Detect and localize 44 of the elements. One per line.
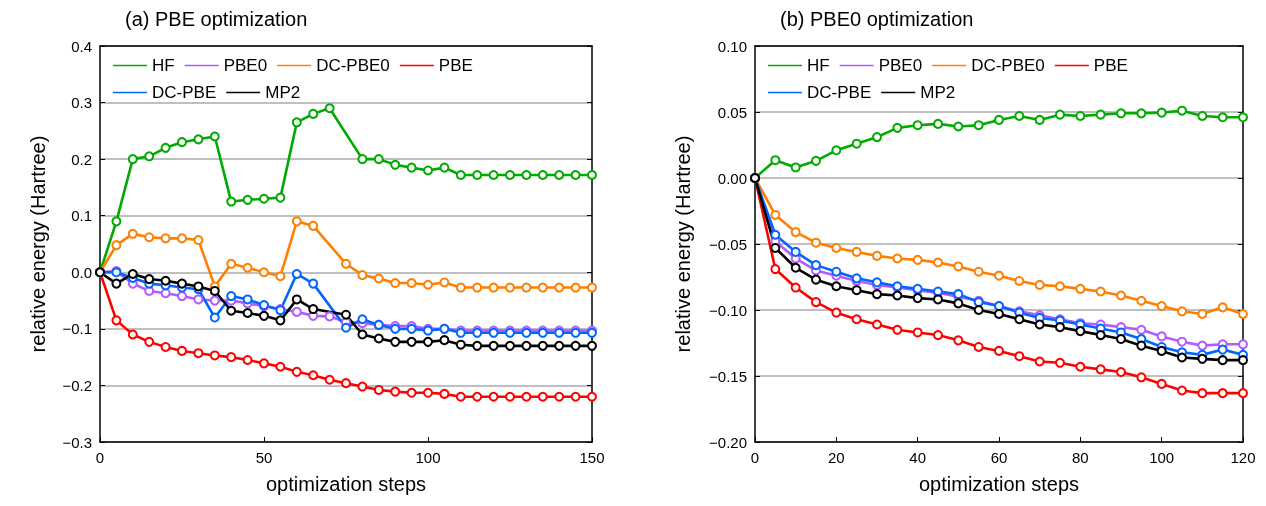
legend-label: DC-PBE	[152, 83, 217, 102]
x-tick-label: 120	[1230, 449, 1256, 466]
y-tick-label: 0.1	[71, 207, 92, 225]
chart-title: (b) PBE0 optimization	[780, 8, 974, 30]
y-tick-label: −0.15	[709, 367, 747, 385]
x-axis-title: optimization steps	[265, 473, 427, 495]
legend-label: MP2	[265, 83, 301, 102]
legend-label: PBE	[438, 56, 473, 75]
y-tick-label: −0.2	[62, 376, 92, 394]
legend-label: DC-PBE0	[316, 56, 390, 75]
x-tick-label: 60	[990, 449, 1008, 466]
y-tick-label: 0.10	[717, 37, 747, 55]
y-axis-title: relative energy (Hartree)	[672, 135, 694, 353]
x-tick-label: 100	[1149, 449, 1175, 466]
legend-label: PBE	[1093, 56, 1128, 75]
chart-title: (a) PBE optimization	[125, 8, 308, 30]
legend-label: MP2	[920, 83, 956, 102]
y-tick-label: 0.00	[717, 169, 747, 187]
y-tick-label: −0.05	[709, 235, 747, 253]
legend-label: DC-PBE0	[971, 56, 1045, 75]
y-axis-title: relative energy (Hartree)	[27, 135, 49, 353]
x-tick-label: 50	[255, 449, 273, 466]
legend-label: PBE0	[223, 56, 268, 75]
x-axis-title: optimization steps	[918, 473, 1080, 495]
legend-label: HF	[807, 56, 830, 75]
x-tick-label: 20	[827, 449, 845, 466]
x-tick-label: 80	[1071, 449, 1089, 466]
x-tick-label: 0	[95, 449, 105, 466]
y-tick-label: −0.20	[709, 433, 747, 451]
legend-label: PBE0	[878, 56, 923, 75]
y-tick-label: 0.3	[71, 94, 92, 112]
x-tick-label: 100	[415, 449, 441, 466]
y-tick-label: −0.1	[62, 320, 92, 338]
legend-label: HF	[152, 56, 175, 75]
x-tick-label: 0	[750, 449, 760, 466]
y-tick-label: 0.4	[71, 37, 92, 55]
y-tick-label: 0.2	[71, 150, 92, 168]
y-tick-label: 0.05	[717, 103, 747, 121]
legend-label: DC-PBE	[807, 83, 872, 102]
y-tick-label: −0.10	[709, 301, 747, 319]
y-tick-label: 0.0	[71, 263, 92, 281]
x-tick-label: 40	[909, 449, 927, 466]
y-tick-label: −0.3	[62, 433, 92, 451]
x-tick-label: 150	[579, 449, 605, 466]
